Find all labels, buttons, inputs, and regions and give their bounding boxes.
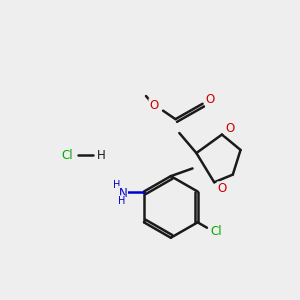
Text: O: O bbox=[225, 122, 234, 135]
Text: O: O bbox=[217, 182, 226, 195]
Text: H: H bbox=[113, 180, 121, 190]
Text: H: H bbox=[97, 149, 105, 162]
Text: H: H bbox=[118, 196, 125, 206]
Text: N: N bbox=[119, 187, 128, 200]
Text: Cl: Cl bbox=[210, 225, 222, 238]
Text: O: O bbox=[206, 93, 215, 106]
Text: Cl: Cl bbox=[61, 149, 73, 162]
Text: O: O bbox=[149, 99, 158, 112]
